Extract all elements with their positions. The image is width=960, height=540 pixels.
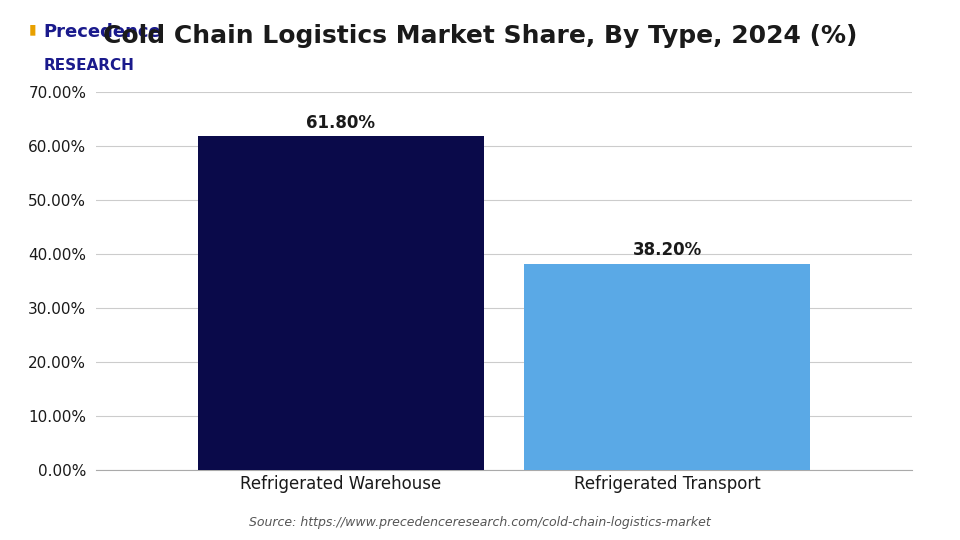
Text: RESEARCH: RESEARCH bbox=[43, 58, 134, 73]
Text: Cold Chain Logistics Market Share, By Type, 2024 (%): Cold Chain Logistics Market Share, By Ty… bbox=[103, 24, 857, 49]
Bar bbox=[198, 136, 484, 470]
Text: ▮: ▮ bbox=[29, 23, 36, 37]
Text: 38.20%: 38.20% bbox=[633, 241, 702, 259]
Text: Precedence: Precedence bbox=[43, 23, 161, 40]
Text: 61.80%: 61.80% bbox=[306, 114, 375, 132]
Text: Source: https://www.precedenceresearch.com/cold-chain-logistics-market: Source: https://www.precedenceresearch.c… bbox=[250, 516, 710, 529]
Bar bbox=[524, 264, 810, 470]
